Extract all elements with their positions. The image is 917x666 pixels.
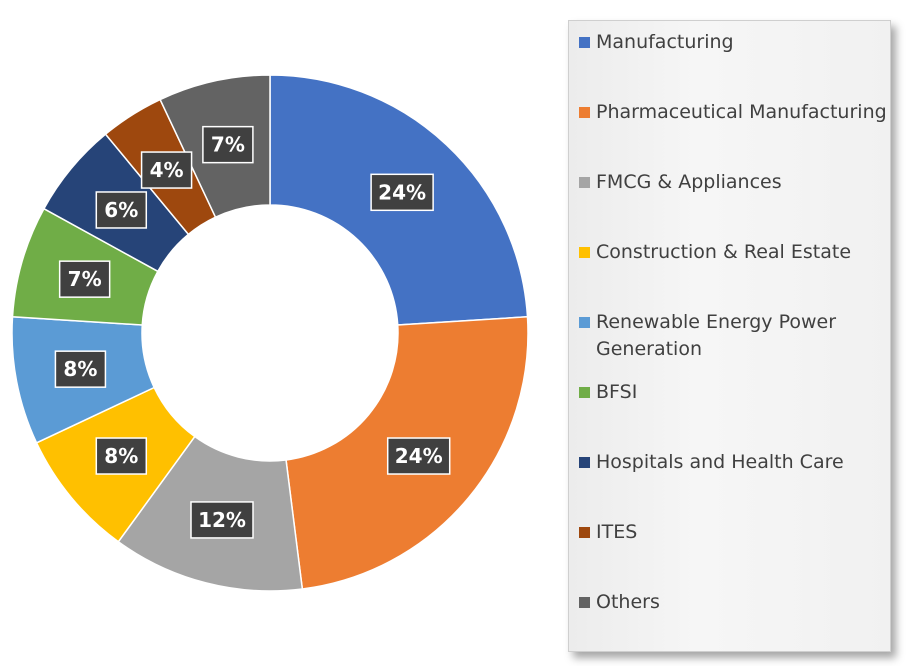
chart-legend: Manufacturing Pharmaceutical Manufacturin… [568, 20, 891, 652]
data-label-ites: 4% [140, 151, 193, 189]
legend-label: ITES [596, 521, 638, 543]
data-label-text: 24% [378, 180, 426, 204]
donut-slices [11, 74, 529, 592]
data-label-box [386, 437, 451, 475]
legend-swatch [579, 177, 590, 188]
data-label-box [95, 437, 148, 475]
donut-chart: 24% 24% 12% 8% 8% 7% 6% 4% 7% [11, 74, 529, 592]
legend-label: Pharmaceutical Manufacturing [596, 101, 887, 123]
data-label-box [58, 260, 111, 298]
legend-item-others[interactable]: Others [579, 589, 889, 616]
legend-swatch [579, 387, 590, 398]
legend-swatch [579, 527, 590, 538]
legend-swatch [579, 597, 590, 608]
legend-swatch [579, 457, 590, 468]
data-label-text: 24% [395, 444, 443, 468]
legend-label: Construction & Real Estate [596, 241, 852, 263]
legend-item-pharmaceutical-manufacturing[interactable]: Pharmaceutical Manufacturing [579, 99, 889, 126]
data-label-renewable-energy-power-generation: 8% [54, 350, 107, 388]
legend-label: BFSI [596, 381, 638, 403]
data-label-manufacturing: 24% [370, 173, 434, 212]
data-label-bfsi: 7% [58, 260, 111, 298]
data-label-text: 7% [68, 267, 102, 291]
legend-label: Others [596, 591, 660, 613]
legend-swatch [579, 37, 590, 48]
legend-label: FMCG & Appliances [596, 171, 782, 193]
data-label-fmcg-and-appliances: 12% [190, 501, 254, 539]
legend-item-construction-and-real-estate[interactable]: Construction & Real Estate [579, 239, 889, 266]
data-label-pharmaceutical-manufacturing: 24% [386, 437, 451, 475]
data-label-text: 7% [211, 133, 245, 157]
data-label-box [370, 173, 434, 212]
data-label-text: 12% [198, 508, 246, 532]
data-label-box [54, 350, 107, 388]
data-label-construction-and-real-estate: 8% [95, 437, 148, 475]
legend-label: Hospitals and Health Care [596, 451, 844, 473]
legend-label: Manufacturing [596, 31, 734, 53]
legend-item-hospitals-and-health-care[interactable]: Hospitals and Health Care [579, 449, 889, 476]
data-label-text: 8% [104, 444, 138, 468]
legend-swatch [579, 107, 590, 118]
legend-label: Renewable Energy Power Generation [596, 311, 837, 360]
legend-item-manufacturing[interactable]: Manufacturing [579, 29, 889, 56]
data-label-others: 7% [202, 125, 254, 164]
data-labels: 24% 24% 12% 8% 8% 7% 6% 4% 7% [54, 125, 451, 539]
data-label-box [190, 501, 254, 539]
legend-swatch [579, 317, 590, 328]
legend-item-renewable-energy-power-generation[interactable]: Renewable Energy Power Generation [579, 309, 889, 363]
data-label-text: 4% [150, 158, 184, 182]
legend-item-bfsi[interactable]: BFSI [579, 379, 889, 406]
legend-item-ites[interactable]: ITES [579, 519, 889, 546]
data-label-text: 6% [104, 198, 138, 222]
data-label-box [202, 125, 254, 164]
legend-swatch [579, 247, 590, 258]
legend-item-fmcg-and-appliances[interactable]: FMCG & Appliances [579, 169, 889, 196]
data-label-box [140, 151, 193, 189]
data-label-text: 8% [63, 357, 97, 381]
data-label-hospitals-and-health-care: 6% [95, 191, 148, 229]
data-label-box [95, 191, 148, 229]
